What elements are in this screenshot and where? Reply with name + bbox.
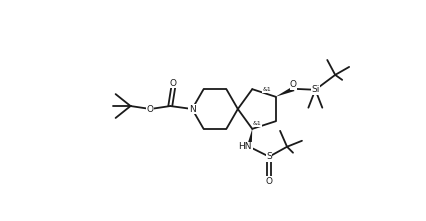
Text: O: O [147, 105, 154, 114]
Text: HN: HN [239, 142, 252, 151]
Text: N: N [189, 105, 196, 114]
Polygon shape [276, 87, 294, 97]
Text: &1: &1 [253, 121, 262, 126]
Polygon shape [247, 129, 252, 147]
Text: S: S [266, 152, 272, 161]
Text: &1: &1 [262, 87, 271, 92]
Text: O: O [170, 79, 177, 88]
Text: O: O [266, 177, 273, 185]
Text: Si: Si [311, 85, 320, 94]
Text: O: O [290, 80, 297, 89]
